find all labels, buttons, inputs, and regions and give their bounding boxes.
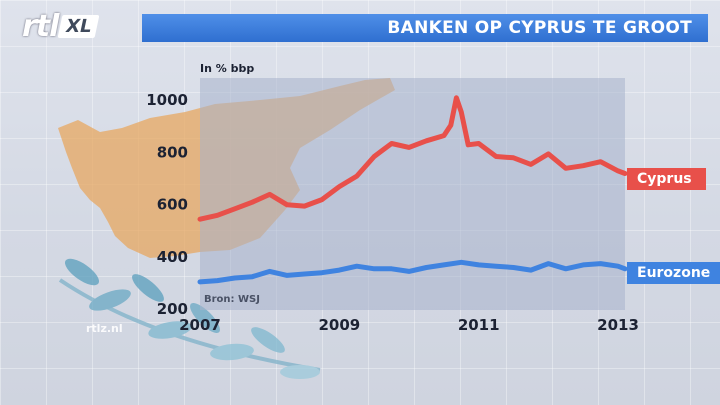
y-tick-label: 800	[157, 143, 188, 161]
chart-title: BANKEN OP CYPRUS TE GROOT	[387, 18, 692, 38]
series-label-cyprus: Cyprus	[627, 168, 706, 190]
channel-logo: rtl XL	[22, 8, 101, 44]
series-layer	[197, 95, 628, 285]
y-tick-label: 600	[157, 196, 188, 214]
x-tick-label: 2007	[179, 316, 221, 334]
source-note: Bron: WSJ	[204, 294, 260, 305]
y-tick-label: 400	[157, 248, 188, 266]
y-tick-label: 1000	[146, 91, 188, 109]
rtlz-watermark: rtlz.nl	[86, 322, 123, 335]
y-axis: 200 400 600 800 1000	[146, 91, 188, 318]
series-label-eurozone: Eurozone	[627, 262, 720, 284]
y-tick-label: 200	[157, 300, 188, 318]
logo-rtl-text: rtl	[22, 8, 59, 44]
y-axis-label: In % bbp	[200, 62, 254, 75]
x-tick-label: 2009	[318, 316, 360, 334]
x-tick-label: 2013	[597, 316, 639, 334]
series-line-eurozone	[197, 259, 628, 285]
series-line-cyprus	[197, 95, 628, 222]
x-axis: 2007 2009 2011 2013	[179, 316, 639, 334]
olive-branch-icon	[58, 258, 321, 379]
title-bar: BANKEN OP CYPRUS TE GROOT	[142, 14, 708, 42]
x-tick-label: 2011	[458, 316, 500, 334]
